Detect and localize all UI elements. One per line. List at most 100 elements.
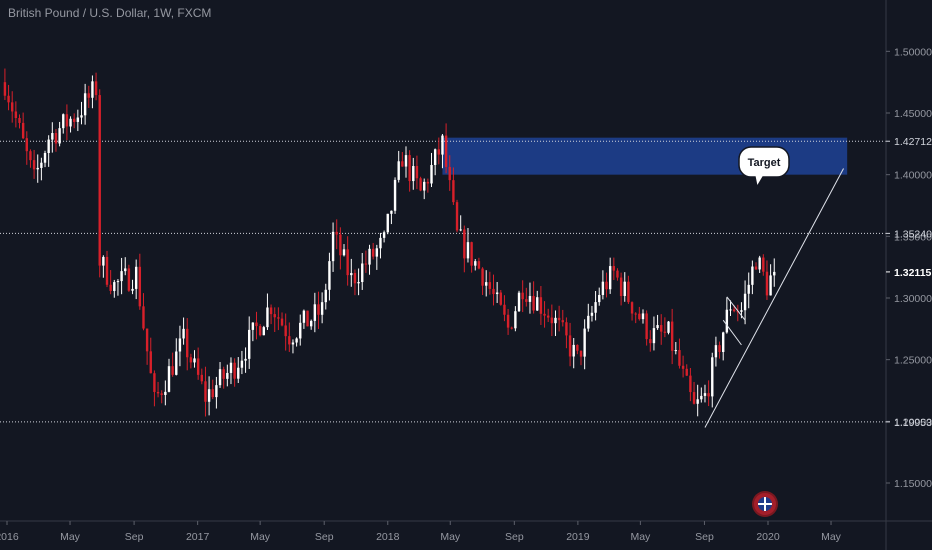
level-price-label: 1.19953 — [894, 417, 932, 429]
candle-body — [11, 102, 14, 112]
candle-body — [51, 133, 54, 140]
candle-body — [251, 322, 255, 330]
candle-body — [175, 351, 178, 375]
candle-body — [758, 257, 761, 270]
candle-body — [747, 284, 750, 294]
candle-body — [207, 389, 211, 402]
candle-body — [685, 368, 688, 376]
candle-body — [703, 393, 707, 396]
candle-body — [21, 122, 25, 139]
x-tick-label: May — [60, 531, 81, 543]
candle-body — [295, 338, 298, 343]
candle-body — [667, 321, 670, 333]
candle-body — [266, 307, 269, 328]
candle-body — [309, 320, 313, 327]
candle-body — [160, 393, 163, 395]
y-tick-label: 1.25000 — [894, 355, 932, 367]
candle-body — [474, 261, 477, 266]
candle-body — [371, 248, 375, 257]
y-tick-label: 1.15000 — [894, 478, 932, 490]
candle-body — [382, 232, 386, 238]
candle-body — [455, 202, 459, 231]
candle-body — [572, 344, 575, 357]
candle-body — [554, 317, 557, 324]
candle-body — [426, 181, 430, 184]
candle-body — [375, 248, 379, 257]
candle-body — [751, 266, 754, 285]
candle-body — [255, 322, 258, 327]
candle-body — [623, 281, 626, 297]
candle-body — [652, 328, 656, 344]
candle-body — [353, 273, 357, 284]
candle-body — [58, 128, 61, 144]
candle-body — [546, 315, 550, 318]
candle-body — [754, 266, 758, 270]
candle-body — [700, 395, 703, 400]
candle-body — [692, 392, 696, 404]
candle-body — [649, 339, 652, 344]
candle-body — [732, 309, 736, 312]
candle-body — [109, 284, 112, 291]
candle-body — [729, 309, 732, 311]
x-tick-label: May — [440, 531, 461, 543]
candle-body — [711, 357, 714, 397]
candle-body — [579, 350, 583, 357]
candle-body — [463, 229, 466, 259]
candle-body — [364, 263, 368, 265]
target-label: Target — [748, 157, 781, 169]
candle-body — [284, 325, 287, 337]
candle-body — [616, 270, 619, 278]
candle-body — [346, 249, 349, 276]
candle-body — [605, 281, 608, 290]
candle-body — [521, 292, 524, 300]
candle-body — [204, 381, 207, 402]
candle-body — [98, 95, 101, 266]
candle-body — [229, 362, 233, 373]
candle-body — [437, 149, 441, 155]
candle-body — [164, 391, 167, 395]
candle-body — [583, 328, 586, 357]
candle-body — [72, 118, 76, 122]
candle-body — [211, 389, 214, 398]
candle-body — [598, 294, 601, 303]
candle-body — [339, 234, 342, 256]
candle-body — [269, 307, 273, 315]
candle-body — [36, 167, 39, 170]
candle-body — [470, 242, 473, 266]
candle-body — [634, 313, 637, 315]
candle-body — [361, 263, 364, 283]
y-tick-label: 1.40000 — [894, 170, 932, 182]
candle-body — [590, 312, 594, 316]
trend-line-0 — [704, 168, 844, 428]
candle-body — [215, 385, 218, 398]
x-tick-label: Sep — [125, 531, 144, 543]
candle-body — [386, 213, 389, 233]
candle-body — [313, 304, 317, 321]
candle-body — [178, 338, 182, 352]
candle-body — [127, 268, 131, 291]
candle-body — [134, 266, 138, 289]
candle-body — [43, 153, 47, 163]
candle-body — [357, 282, 360, 284]
candle-body — [277, 317, 280, 319]
candle-body — [200, 374, 204, 382]
candle-body — [594, 302, 597, 313]
y-tick-label: 1.45000 — [894, 108, 932, 120]
candle-body — [466, 242, 470, 259]
x-tick-label: 2018 — [376, 531, 400, 543]
candle-body — [718, 345, 721, 353]
candle-body — [189, 357, 193, 363]
candle-body — [62, 114, 65, 129]
trend-line-2 — [726, 296, 746, 321]
candle-body — [233, 362, 236, 379]
candle-body — [769, 275, 772, 296]
candle-body — [124, 268, 127, 272]
x-tick-label: 2016 — [0, 531, 19, 543]
candle-body — [244, 358, 247, 361]
candle-body — [419, 178, 422, 191]
candle-body — [258, 326, 262, 336]
candle-body — [324, 289, 327, 303]
candle-body — [280, 318, 284, 326]
x-tick-label: 2020 — [756, 531, 780, 543]
